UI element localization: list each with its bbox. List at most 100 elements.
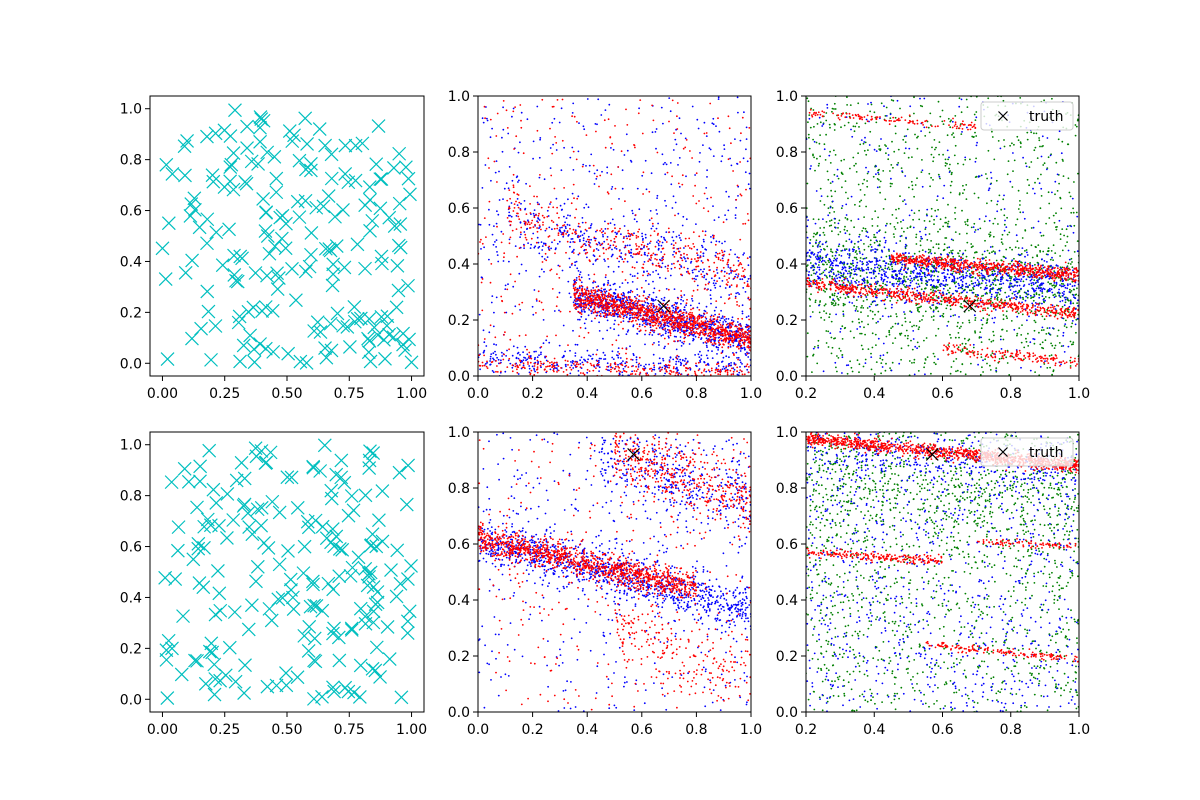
data-point (717, 98, 720, 100)
data-point (630, 302, 632, 305)
data-point (488, 167, 490, 169)
cross-point (298, 111, 313, 126)
data-point (607, 258, 609, 260)
data-point (501, 299, 503, 302)
data-point (637, 364, 640, 366)
data-point (680, 265, 682, 267)
data-point (600, 315, 602, 318)
data-point (611, 307, 614, 310)
y-tick-label: 0.6 (448, 201, 470, 217)
data-point (516, 371, 519, 374)
data-point (717, 256, 720, 259)
data-point (494, 350, 496, 353)
data-point (588, 308, 591, 311)
data-point (818, 242, 820, 244)
data-point (549, 167, 552, 170)
data-point (527, 219, 529, 222)
data-point (691, 105, 694, 108)
data-point (685, 320, 688, 323)
data-point (542, 308, 545, 311)
data-point (626, 124, 629, 126)
data-point (665, 369, 668, 371)
data-point (647, 323, 649, 325)
data-point (823, 310, 825, 312)
data-point (988, 235, 991, 238)
cross-point (258, 341, 273, 356)
data-point (729, 344, 732, 346)
data-point (878, 270, 881, 272)
data-point (705, 337, 708, 340)
data-point (691, 315, 694, 318)
data-point (688, 334, 691, 337)
data-point (742, 223, 744, 225)
data-point (617, 312, 620, 314)
data-point (1009, 246, 1011, 249)
data-point (738, 335, 741, 338)
plot-area (155, 103, 419, 370)
cross-point (324, 147, 339, 162)
data-point (592, 263, 595, 266)
cross-point (374, 249, 389, 264)
data-point (702, 380, 704, 382)
data-point (553, 310, 556, 312)
data-point (673, 288, 676, 290)
data-point (704, 331, 707, 333)
data-point (625, 371, 628, 373)
data-point (648, 258, 651, 261)
data-point (730, 339, 733, 342)
data-point (1027, 271, 1030, 274)
data-point (507, 283, 509, 286)
data-point (669, 369, 672, 372)
data-point (590, 312, 593, 315)
cross-point (278, 241, 293, 256)
data-point (615, 370, 618, 373)
data-point (727, 322, 729, 325)
data-point (619, 357, 622, 359)
data-point (604, 314, 607, 317)
data-point (575, 363, 578, 366)
data-point (703, 312, 706, 315)
data-point (662, 334, 664, 336)
data-point (655, 209, 658, 211)
data-point (868, 287, 871, 290)
data-point (980, 341, 983, 343)
data-point (496, 210, 498, 213)
data-point (642, 314, 645, 316)
data-point (487, 157, 490, 160)
data-point (729, 249, 732, 251)
data-point (680, 232, 682, 235)
data-point (489, 136, 492, 139)
data-point (696, 289, 699, 291)
data-point (728, 273, 731, 275)
data-point (844, 297, 847, 299)
data-point (497, 358, 500, 361)
data-point (483, 364, 486, 367)
data-point (723, 315, 726, 318)
data-point (655, 264, 658, 267)
data-point (730, 142, 732, 145)
data-point (700, 329, 702, 332)
data-point (635, 319, 637, 322)
data-point (659, 276, 661, 279)
cross-point (281, 346, 296, 361)
data-point (672, 247, 675, 250)
data-point (504, 288, 507, 290)
data-point (492, 325, 495, 328)
data-point (1066, 241, 1068, 244)
data-point (605, 312, 607, 315)
data-point (731, 334, 734, 337)
data-point (579, 311, 582, 314)
data-point (500, 370, 502, 373)
data-point (500, 230, 503, 233)
subplot-r1c1: 0.00 0.25 0.50 0.75 1.000.00.20.40.60.81.0 (120, 95, 427, 402)
data-point (748, 349, 751, 351)
data-point (659, 370, 662, 372)
data-point (649, 320, 652, 323)
data-point (636, 272, 639, 275)
data-point (673, 303, 676, 306)
data-point (725, 318, 728, 320)
data-point (819, 227, 822, 229)
data-point (705, 327, 708, 330)
data-point (640, 254, 643, 256)
data-point (579, 326, 582, 329)
